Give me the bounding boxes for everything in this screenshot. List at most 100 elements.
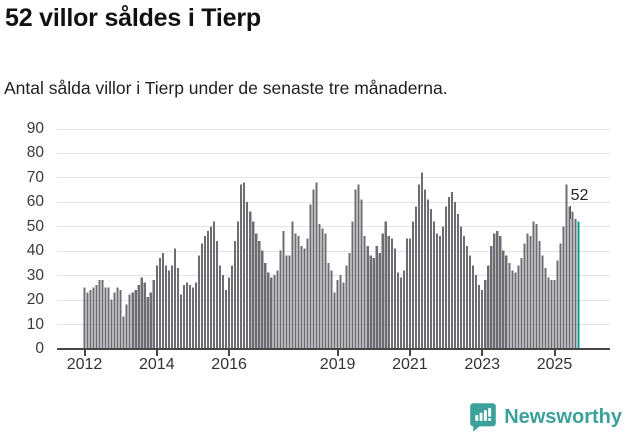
bar bbox=[559, 243, 562, 349]
bar bbox=[282, 231, 285, 349]
x-axis-tick bbox=[155, 350, 158, 356]
last-value-annotation: 52 bbox=[570, 187, 589, 205]
bar bbox=[426, 199, 430, 349]
x-axis-tick bbox=[336, 350, 339, 356]
bar bbox=[92, 287, 95, 349]
bar bbox=[185, 282, 188, 349]
bar bbox=[568, 206, 571, 349]
bar bbox=[435, 233, 439, 349]
bar bbox=[502, 250, 505, 349]
y-axis-tick-label: 70 bbox=[26, 168, 44, 186]
bar bbox=[228, 277, 231, 349]
bar bbox=[119, 289, 122, 349]
bar bbox=[429, 209, 433, 349]
bar bbox=[246, 201, 249, 349]
y-gridline bbox=[57, 152, 610, 154]
bar bbox=[194, 282, 198, 349]
bar bbox=[252, 221, 255, 349]
y-axis-tick-label: 40 bbox=[26, 242, 44, 260]
bar bbox=[237, 221, 240, 349]
bar bbox=[348, 253, 351, 349]
bar bbox=[538, 240, 541, 349]
bar bbox=[83, 287, 86, 349]
bar bbox=[372, 258, 375, 349]
y-gridline bbox=[57, 226, 610, 228]
y-gridline bbox=[57, 299, 610, 301]
bar bbox=[276, 270, 279, 349]
bar bbox=[423, 189, 426, 349]
page-title: 52 villor såldes i Tierp bbox=[5, 4, 261, 32]
bar bbox=[216, 240, 219, 349]
bar bbox=[390, 238, 393, 349]
bar bbox=[369, 255, 372, 349]
bar bbox=[414, 206, 417, 349]
bar bbox=[496, 231, 499, 349]
bar bbox=[351, 221, 354, 349]
bar bbox=[493, 233, 496, 349]
bar bbox=[182, 284, 185, 349]
bar bbox=[324, 233, 327, 349]
bar bbox=[438, 236, 442, 349]
bar bbox=[417, 184, 420, 349]
bar bbox=[387, 236, 390, 349]
bar bbox=[327, 262, 330, 349]
x-axis-tick-label: 2016 bbox=[211, 356, 247, 373]
bar bbox=[261, 250, 264, 349]
y-axis-tick-label: 30 bbox=[26, 266, 44, 284]
bar bbox=[457, 214, 460, 349]
bar bbox=[173, 248, 176, 349]
x-axis-tick-label: 2019 bbox=[319, 356, 356, 373]
bar bbox=[547, 277, 550, 349]
bar bbox=[306, 238, 309, 349]
bar bbox=[273, 275, 276, 349]
bar bbox=[532, 221, 535, 349]
bar bbox=[116, 287, 119, 349]
bar bbox=[553, 280, 556, 349]
bar bbox=[128, 294, 131, 349]
bar bbox=[134, 289, 137, 349]
bar bbox=[249, 211, 252, 349]
bar bbox=[137, 284, 140, 349]
bar bbox=[89, 289, 92, 349]
bar bbox=[234, 240, 237, 349]
bar bbox=[451, 192, 454, 349]
bar bbox=[209, 226, 213, 349]
bar bbox=[158, 258, 161, 349]
bar bbox=[170, 265, 173, 349]
bar bbox=[463, 236, 466, 349]
bar bbox=[484, 280, 487, 349]
y-axis-tick-label: 0 bbox=[35, 340, 44, 357]
bar bbox=[466, 245, 469, 349]
bar bbox=[297, 236, 300, 349]
bar bbox=[469, 255, 472, 349]
bar bbox=[529, 236, 532, 349]
bar bbox=[176, 267, 179, 349]
bar bbox=[345, 265, 348, 349]
newsworthy-logo-icon bbox=[469, 402, 497, 432]
bar bbox=[402, 270, 405, 349]
y-gridline bbox=[57, 250, 610, 252]
bar bbox=[384, 221, 387, 349]
bar bbox=[161, 253, 164, 349]
bar bbox=[405, 238, 408, 349]
bar bbox=[508, 262, 511, 349]
y-axis-tick-label: 10 bbox=[26, 315, 44, 333]
bar bbox=[375, 245, 378, 349]
bar bbox=[472, 265, 475, 349]
bar bbox=[312, 189, 315, 349]
bar bbox=[206, 231, 210, 349]
y-gridline bbox=[57, 128, 610, 130]
bar bbox=[258, 240, 261, 349]
bar bbox=[315, 182, 318, 349]
bar bbox=[541, 255, 544, 349]
y-gridline bbox=[57, 275, 610, 277]
x-axis-tick-label: 2025 bbox=[536, 356, 573, 373]
bar bbox=[565, 184, 568, 349]
x-axis-tick-label: 2014 bbox=[139, 356, 175, 373]
bar bbox=[514, 272, 517, 349]
bar bbox=[267, 272, 270, 349]
x-axis-tick-label: 2023 bbox=[464, 356, 500, 373]
bar bbox=[393, 248, 396, 349]
bar bbox=[381, 233, 384, 349]
bar bbox=[155, 265, 158, 349]
